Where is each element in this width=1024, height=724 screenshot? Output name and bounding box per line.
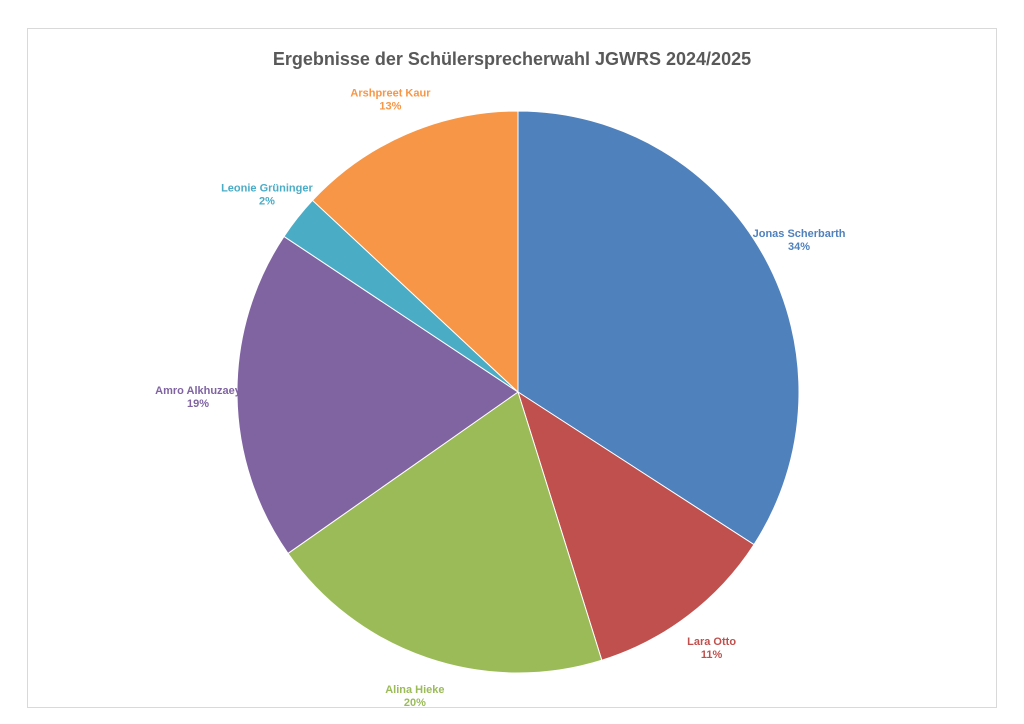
data-label-lara-otto: Lara Otto 11% — [687, 636, 736, 661]
pie-slice-amro-alkhuzaey — [236, 235, 519, 555]
data-label-percent: 20% — [404, 697, 426, 709]
data-label-leonie-gruninger: Leonie Grüninger 2% — [221, 183, 313, 208]
data-label-jonas-scherbarth: Jonas Scherbarth 34% — [753, 228, 846, 253]
pie-slice-arshpreet-kaur — [311, 110, 519, 394]
data-label-arshpreet-kaur: Arshpreet Kaur 13% — [350, 88, 431, 113]
data-label-name: Leonie Grüninger — [221, 183, 313, 195]
pie-slices — [236, 110, 800, 674]
data-label-name: Arshpreet Kaur — [350, 88, 431, 100]
data-label-percent: 13% — [379, 101, 401, 113]
data-label-percent: 34% — [788, 241, 810, 253]
data-label-name: Jonas Scherbarth — [753, 228, 846, 240]
data-label-percent: 19% — [187, 398, 209, 410]
pie-slice-lara-otto — [517, 390, 755, 661]
pie-slice-alina-hieke — [287, 391, 603, 674]
chart-area: Ergebnisse der Schülersprecherwahl JGWRS… — [27, 28, 997, 709]
pie-chart: Jonas Scherbarth 34% Lara Otto 11% Alina Hie… — [155, 88, 846, 709]
data-label-percent: 2% — [259, 196, 275, 208]
chart-title: Ergebnisse der Schülersprecherwahl JGWRS… — [272, 49, 752, 69]
pie-slice-jonas-scherbarth — [517, 110, 800, 546]
data-label-name: Amro Alkhuzaey — [155, 385, 242, 397]
data-label-amro-alkhuzaey: Amro Alkhuzaey 19% — [155, 385, 242, 410]
pie-labels: Jonas Scherbarth 34% Lara Otto 11% Alina Hie… — [155, 88, 846, 709]
data-label-alina-hieke: Alina Hieke 20% — [385, 684, 444, 709]
data-label-name: Alina Hieke — [385, 684, 444, 696]
data-label-percent: 11% — [701, 649, 723, 661]
data-label-name: Lara Otto — [687, 636, 736, 648]
